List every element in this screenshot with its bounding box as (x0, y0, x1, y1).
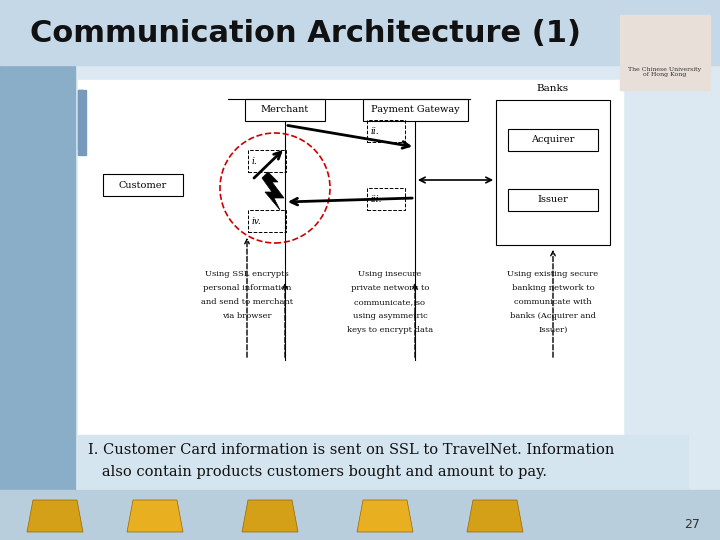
Bar (78, 90, 86, 155)
Text: Merchant: Merchant (261, 105, 309, 114)
Text: 27: 27 (684, 518, 700, 531)
Polygon shape (357, 500, 413, 532)
Bar (0, 490, 720, 540)
Text: iv.: iv. (252, 217, 262, 226)
Text: via browser: via browser (222, 312, 271, 320)
Text: ii.: ii. (371, 126, 379, 136)
Bar (78, 435, 688, 490)
Text: private network to: private network to (351, 284, 429, 292)
Bar (496, 100, 610, 245)
Polygon shape (242, 500, 298, 532)
FancyBboxPatch shape (508, 189, 598, 211)
Text: Issuer): Issuer) (539, 326, 567, 334)
Text: personal information: personal information (203, 284, 291, 292)
Text: The Chinese University
of Hong Kong: The Chinese University of Hong Kong (629, 66, 701, 77)
Text: Payment Gateway: Payment Gateway (371, 105, 459, 114)
Bar (78, 80, 623, 435)
Text: Using insecure: Using insecure (359, 270, 422, 278)
Text: Customer: Customer (119, 180, 167, 190)
Bar (0, 0, 720, 65)
Text: banking network to: banking network to (512, 284, 594, 292)
Bar (620, 15, 710, 90)
Text: Issuer: Issuer (538, 195, 568, 205)
Text: also contain products customers bought and amount to pay.: also contain products customers bought a… (88, 465, 547, 479)
FancyBboxPatch shape (508, 129, 598, 151)
Polygon shape (467, 500, 523, 532)
Text: and send to merchant: and send to merchant (201, 298, 293, 306)
Text: Using existing secure: Using existing secure (508, 270, 598, 278)
Polygon shape (262, 172, 284, 210)
Text: iii.: iii. (371, 194, 382, 204)
Text: Banks: Banks (537, 84, 569, 93)
Text: I. Customer Card information is sent on SSL to TravelNet. Information: I. Customer Card information is sent on … (88, 443, 614, 457)
Text: i.: i. (252, 157, 258, 165)
Text: keys to encrypt data: keys to encrypt data (347, 326, 433, 334)
Bar (0, 0, 75, 540)
Text: Acquirer: Acquirer (531, 136, 575, 145)
Text: communicate, so: communicate, so (354, 298, 426, 306)
Text: Using SSL encrypts: Using SSL encrypts (205, 270, 289, 278)
FancyBboxPatch shape (362, 99, 467, 121)
Bar (78, 90, 83, 150)
Text: Communication Architecture (1): Communication Architecture (1) (30, 18, 581, 48)
Text: using asymmetric: using asymmetric (353, 312, 428, 320)
FancyBboxPatch shape (103, 174, 183, 196)
Text: banks (Acquirer and: banks (Acquirer and (510, 312, 596, 320)
Polygon shape (27, 500, 83, 532)
Polygon shape (127, 500, 183, 532)
Text: communicate with: communicate with (514, 298, 592, 306)
FancyBboxPatch shape (245, 99, 325, 121)
